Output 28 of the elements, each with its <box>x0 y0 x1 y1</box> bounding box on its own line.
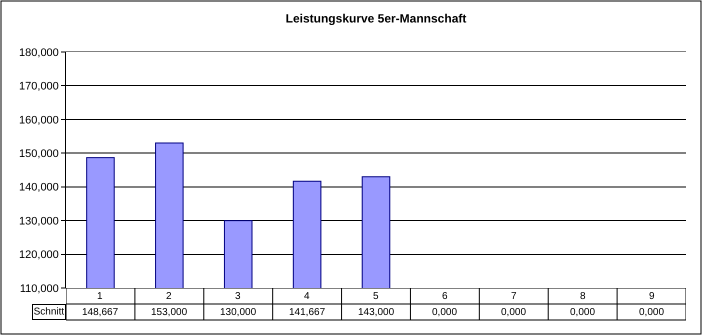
data-label: 141,667 <box>289 307 326 318</box>
x-tick-label: 8 <box>580 291 586 302</box>
text: 0,000 <box>570 307 596 318</box>
x-tick-label: 9 <box>649 291 655 302</box>
y-tick-label: 160,000 <box>19 114 59 126</box>
y-tick-label: 150,000 <box>19 148 59 160</box>
x-tick-label: 6 <box>442 291 448 302</box>
y-tick-label: 110,000 <box>20 282 59 295</box>
text: 0,000 <box>501 307 526 318</box>
text: 0,000 <box>639 307 664 318</box>
data-label: 143,000 <box>358 307 395 318</box>
x-tick-label: 3 <box>235 291 241 302</box>
y-tick-label: 120,000 <box>19 249 59 262</box>
y-tick-label: 180,000 <box>19 46 59 59</box>
x-tick-label: 7 <box>511 291 517 302</box>
x-tick-label: 5 <box>373 291 379 302</box>
x-tick-label: 1 <box>97 291 103 302</box>
y-tick-label: 130,000 <box>19 215 59 228</box>
data-label: 148,667 <box>82 307 119 318</box>
y-tick-label: 170,000 <box>19 80 59 93</box>
text: 0,000 <box>432 307 458 318</box>
text: Schnitt <box>34 306 64 318</box>
y-tick-label: 140,000 <box>19 182 59 194</box>
chart-title: Leistungskurve 5er-Mannschaft <box>286 11 466 26</box>
data-label: 130,000 <box>220 307 257 318</box>
x-tick-label: 2 <box>166 291 172 302</box>
x-tick-label: 4 <box>304 291 310 302</box>
data-label: 153,000 <box>151 307 188 318</box>
